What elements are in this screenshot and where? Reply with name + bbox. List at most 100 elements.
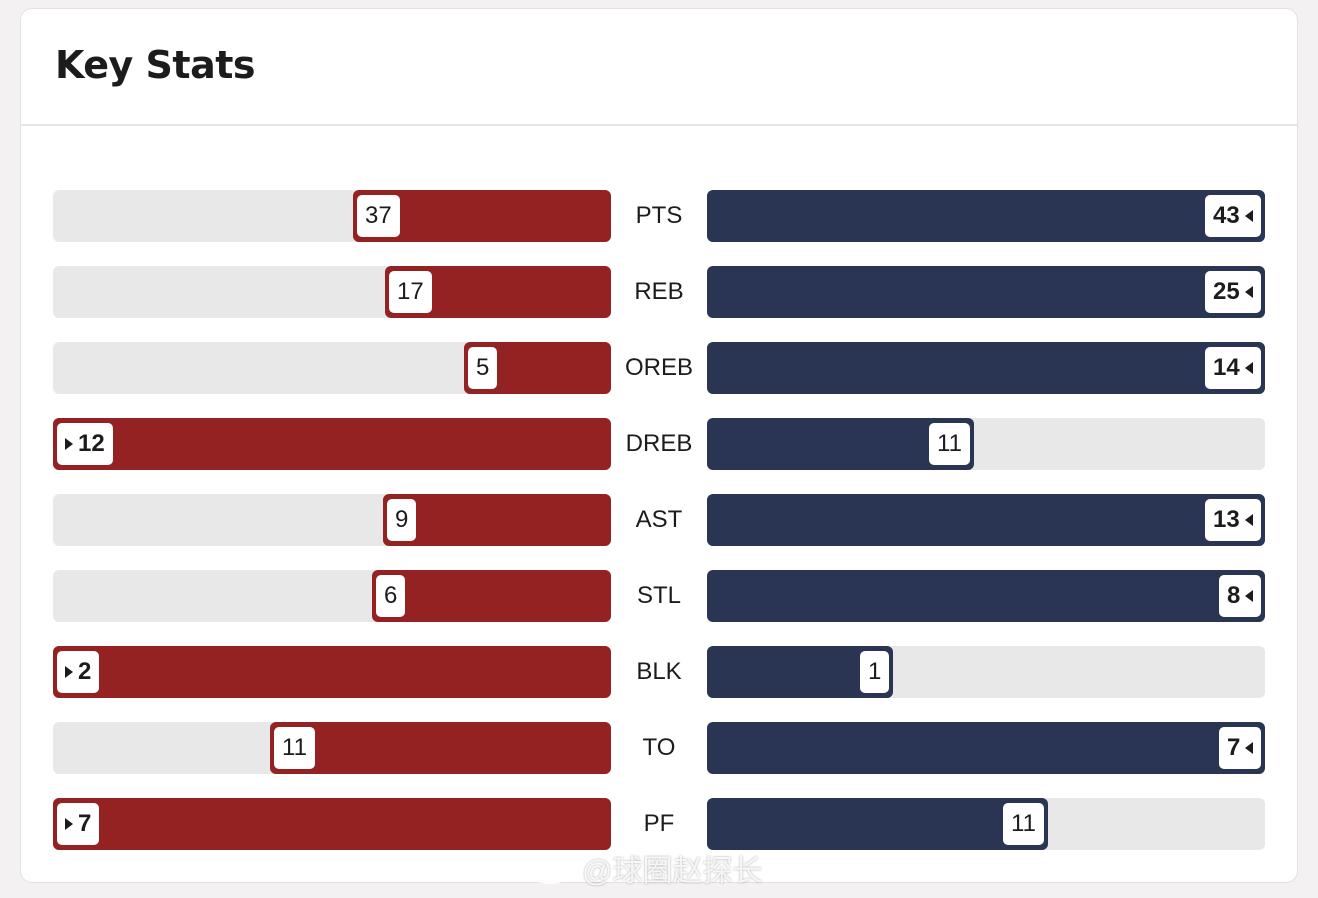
right-bar [707, 342, 1265, 394]
stat-row-pf: 7 PF 11 [0, 798, 1318, 850]
stat-label: STL [636, 582, 681, 609]
right-bar [707, 190, 1265, 242]
stat-row-oreb: 5 OREB 14 [0, 342, 1318, 394]
leader-arrow-icon [1244, 286, 1253, 298]
left-value: 17 [389, 271, 432, 313]
left-track: 12 [53, 418, 611, 470]
right-value-text: 11 [937, 430, 962, 457]
stat-row-blk: 2 BLK 1 [0, 646, 1318, 698]
right-track: 11 [707, 418, 1265, 470]
watermark: @球圈赵探长 [530, 848, 762, 888]
leader-arrow-icon [1245, 590, 1254, 602]
right-value-text: 25 [1213, 278, 1240, 305]
right-value: 8 [1219, 575, 1262, 617]
right-value-text: 8 [1227, 582, 1241, 609]
stat-row-pts: 37 PTS 43 [0, 190, 1318, 242]
left-value-text: 6 [384, 582, 398, 609]
stat-label: REB [634, 278, 684, 305]
right-track: 7 [707, 722, 1265, 774]
right-value-text: 7 [1227, 734, 1241, 761]
stat-row-to: 11 TO 7 [0, 722, 1318, 774]
leader-arrow-icon [1244, 362, 1253, 374]
left-track: 5 [53, 342, 611, 394]
weibo-icon [530, 853, 574, 885]
right-bar [707, 570, 1265, 622]
leader-arrow-icon [1244, 210, 1253, 222]
right-value: 7 [1219, 727, 1262, 769]
right-track: 25 [707, 266, 1265, 318]
leader-arrow-icon [65, 438, 73, 450]
left-value-text: 17 [397, 278, 424, 305]
right-value-text: 13 [1213, 506, 1240, 533]
right-track: 13 [707, 494, 1265, 546]
stat-label: TO [642, 734, 676, 761]
leader-arrow-icon [1245, 742, 1254, 754]
stat-row-ast: 9 AST 13 [0, 494, 1318, 546]
left-value-text: 37 [365, 202, 392, 229]
left-value: 5 [468, 347, 498, 389]
left-track: 2 [53, 646, 611, 698]
left-value-text: 9 [395, 506, 409, 533]
left-value: 7 [57, 803, 100, 845]
right-value: 1 [860, 651, 890, 693]
stat-label: PF [643, 810, 675, 837]
right-track: 43 [707, 190, 1265, 242]
left-value-text: 5 [476, 354, 490, 381]
left-value: 37 [357, 195, 400, 237]
leader-arrow-icon [65, 818, 73, 830]
left-track: 6 [53, 570, 611, 622]
stat-label: BLK [636, 658, 682, 685]
right-value: 43 [1205, 195, 1261, 237]
stat-label: AST [635, 506, 683, 533]
right-bar [707, 798, 1048, 850]
left-value: 11 [274, 727, 315, 769]
left-bar [383, 494, 611, 546]
left-value: 2 [57, 651, 100, 693]
left-value-text: 2 [78, 658, 92, 685]
right-bar [707, 722, 1265, 774]
left-value-text: 11 [282, 734, 307, 761]
right-value-text: 14 [1213, 354, 1240, 381]
right-value: 11 [929, 423, 970, 465]
left-track: 9 [53, 494, 611, 546]
left-bar [53, 646, 611, 698]
left-bar [372, 570, 611, 622]
left-value-text: 7 [78, 810, 92, 837]
right-value-text: 1 [868, 658, 882, 685]
card-header: Key Stats [21, 9, 1297, 126]
watermark-text: @球圈赵探长 [582, 855, 763, 888]
right-track: 14 [707, 342, 1265, 394]
right-value: 13 [1205, 499, 1261, 541]
stat-row-dreb: 12 DREB 11 [0, 418, 1318, 470]
left-value: 12 [57, 423, 113, 465]
left-bar [53, 418, 611, 470]
right-value-text: 43 [1213, 202, 1240, 229]
right-value-text: 11 [1011, 810, 1036, 837]
right-value: 25 [1205, 271, 1261, 313]
stat-label: PTS [635, 202, 683, 229]
right-value: 14 [1205, 347, 1261, 389]
leader-arrow-icon [1244, 514, 1253, 526]
leader-arrow-icon [65, 666, 73, 678]
right-value: 11 [1003, 803, 1044, 845]
left-track: 37 [53, 190, 611, 242]
left-bar [53, 798, 611, 850]
right-track: 8 [707, 570, 1265, 622]
stat-row-stl: 6 STL 8 [0, 570, 1318, 622]
stat-row-reb: 17 REB 25 [0, 266, 1318, 318]
left-track: 11 [53, 722, 611, 774]
left-track: 7 [53, 798, 611, 850]
left-value: 6 [376, 575, 406, 617]
right-track: 11 [707, 798, 1265, 850]
card-title: Key Stats [55, 43, 256, 87]
right-bar [707, 266, 1265, 318]
left-track: 17 [53, 266, 611, 318]
stat-label: DREB [625, 430, 693, 457]
stat-label: OREB [624, 354, 693, 381]
left-value-text: 12 [78, 430, 105, 457]
left-bar [270, 722, 611, 774]
left-value: 9 [387, 499, 417, 541]
right-track: 1 [707, 646, 1265, 698]
right-bar [707, 494, 1265, 546]
